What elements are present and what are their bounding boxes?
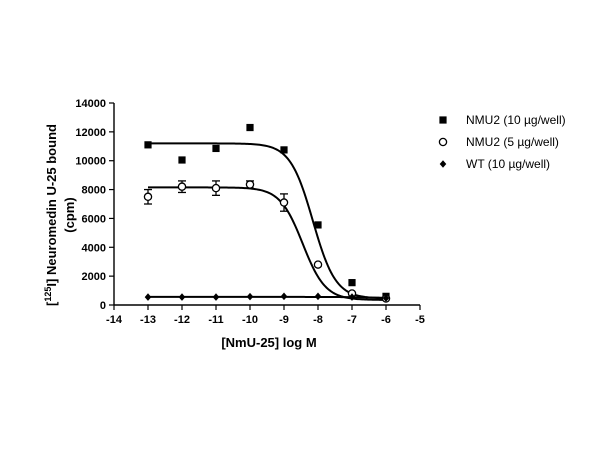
x-axis-title: [NmU-25] log M <box>221 335 316 350</box>
x-tick-label: -14 <box>106 314 123 326</box>
axes: -14 -13 -12 -11 -10 -9 -8 -7 -6 -5 0 2000 4000 6000 80… <box>75 98 424 326</box>
fit-curve <box>148 142 387 300</box>
data-point <box>382 294 390 302</box>
x-tick-label: -13 <box>140 314 156 326</box>
legend-label: NMU2 (10 µg/well) <box>466 113 566 127</box>
legend-label: NMU2 (5 µg/well) <box>466 135 559 149</box>
data-point <box>177 182 187 191</box>
data-point <box>314 221 322 229</box>
y-tick-label: 4000 <box>82 242 106 254</box>
data-point <box>280 292 288 301</box>
legend-label: WT (10 µg/well) <box>466 157 550 171</box>
legend: NMU2 (10 µg/well) NMU2 (5 µg/well) WT (10 … <box>438 113 566 171</box>
fit-curves <box>148 142 387 301</box>
x-tick-label: -7 <box>347 314 357 326</box>
data-point <box>144 293 152 301</box>
data-point <box>279 198 289 207</box>
x-tick-label: -8 <box>313 314 323 326</box>
y-tick-label: 10000 <box>75 156 106 168</box>
data-point <box>143 192 153 202</box>
data-points <box>143 123 391 303</box>
legend-marker <box>439 116 447 124</box>
y-tick-label: 2000 <box>82 271 106 283</box>
data-point <box>246 292 254 301</box>
y-tick-label: 8000 <box>82 185 106 197</box>
data-point <box>280 146 288 154</box>
y-axis-title-main: ] Neuromedin U-25 bound <box>44 124 59 283</box>
data-point <box>178 156 186 164</box>
data-point <box>245 180 255 189</box>
data-point <box>211 183 221 193</box>
x-tick-label: -11 <box>208 314 223 326</box>
y-tick-label: 6000 <box>82 213 106 225</box>
data-point <box>348 293 356 301</box>
data-point <box>348 279 356 287</box>
y-axis-title-element: I <box>44 283 59 287</box>
data-point <box>314 292 322 301</box>
data-point <box>212 293 220 301</box>
legend-marker <box>438 137 448 147</box>
data-point <box>144 141 152 149</box>
y-axis-title-superscript: 125 <box>43 287 53 302</box>
legend-marker <box>439 160 447 168</box>
y-axis-title-prefix: [ <box>44 301 59 306</box>
x-tick-label: -12 <box>174 314 190 326</box>
y-tick-label: 12000 <box>75 127 106 139</box>
y-axis-title-unit: (cpm) <box>62 197 77 232</box>
data-point <box>178 293 186 301</box>
x-tick-label: -10 <box>242 314 258 326</box>
y-tick-label: 0 <box>100 300 106 312</box>
svg-text:[125I] Neuromedin U-25 bound: [125I] Neuromedin U-25 bound <box>43 124 59 306</box>
data-point <box>212 144 220 153</box>
data-point <box>313 260 323 269</box>
fit-curve <box>148 295 387 299</box>
x-tick-label: -6 <box>381 314 391 326</box>
y-axis-title: [125I] Neuromedin U-25 bound (cpm) <box>43 124 77 306</box>
x-tick-label: -5 <box>415 314 425 326</box>
x-tick-label: -9 <box>279 314 289 326</box>
y-tick-label: 14000 <box>75 98 106 110</box>
data-point <box>246 123 254 132</box>
